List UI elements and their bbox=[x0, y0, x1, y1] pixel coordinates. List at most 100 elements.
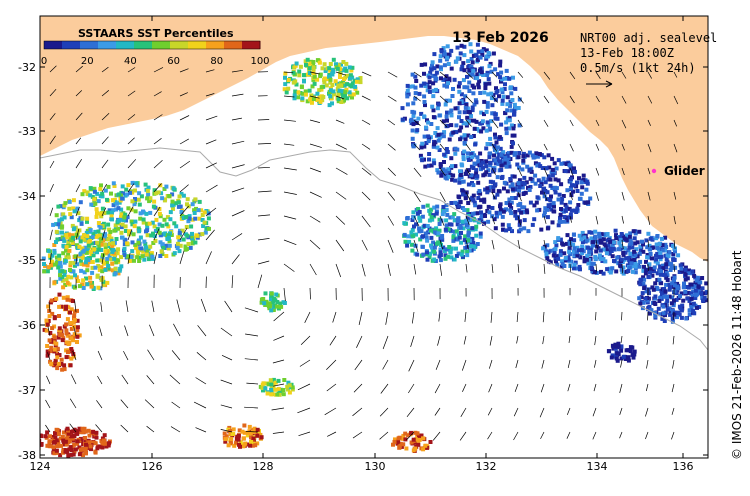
sst-cell bbox=[311, 71, 316, 76]
sst-cell bbox=[133, 209, 138, 214]
current-vector bbox=[439, 71, 448, 79]
sst-cell bbox=[588, 247, 593, 252]
sst-cell bbox=[409, 230, 414, 235]
sst-cell bbox=[630, 258, 635, 263]
sst-cell bbox=[492, 217, 497, 222]
sst-cell bbox=[540, 166, 545, 170]
current-vector bbox=[413, 263, 417, 275]
sst-cell bbox=[472, 161, 477, 166]
sst-cell bbox=[565, 233, 570, 238]
sst-cell bbox=[437, 113, 442, 118]
sst-cell bbox=[464, 218, 469, 223]
sst-cell bbox=[520, 167, 525, 172]
current-vector bbox=[413, 191, 421, 203]
sst-cell bbox=[427, 255, 432, 259]
sst-cell bbox=[660, 243, 665, 248]
sst-cell bbox=[61, 212, 66, 217]
sst-cell bbox=[460, 219, 465, 224]
sst-cell bbox=[125, 241, 130, 246]
sst-cell bbox=[462, 208, 467, 212]
sst-cell bbox=[650, 267, 655, 272]
sst-cell bbox=[113, 271, 118, 276]
sst-cell bbox=[652, 301, 657, 305]
sst-cell bbox=[584, 238, 589, 243]
sst-cell bbox=[459, 125, 464, 130]
sst-cell bbox=[350, 75, 355, 80]
sst-cell bbox=[152, 224, 157, 229]
sst-cell bbox=[432, 205, 437, 210]
sst-cell bbox=[421, 436, 426, 441]
sst-cell bbox=[68, 363, 73, 368]
current-vector bbox=[153, 252, 158, 265]
current-vector bbox=[335, 215, 346, 225]
sst-cell bbox=[324, 83, 329, 88]
sst-cell bbox=[513, 210, 518, 214]
current-vector bbox=[491, 215, 496, 225]
sst-cell bbox=[655, 278, 660, 282]
sst-cell bbox=[439, 173, 444, 178]
sst-cell bbox=[403, 239, 408, 244]
sst-cell bbox=[420, 244, 425, 249]
sst-cell bbox=[127, 232, 132, 237]
sst-cell bbox=[616, 344, 621, 349]
current-vector bbox=[75, 137, 82, 145]
current-vector bbox=[567, 383, 571, 392]
sst-cell bbox=[57, 353, 62, 357]
sst-cell bbox=[59, 217, 64, 222]
sst-cell bbox=[469, 49, 474, 54]
sst-cell bbox=[422, 144, 427, 149]
sst-cell bbox=[467, 64, 472, 68]
current-vector bbox=[231, 140, 245, 145]
sst-cell bbox=[577, 176, 581, 181]
sst-cell bbox=[180, 228, 185, 233]
sst-cell bbox=[477, 218, 482, 223]
sst-cell bbox=[613, 228, 618, 233]
current-vector bbox=[543, 143, 548, 151]
sst-cell bbox=[508, 184, 513, 189]
sst-cell bbox=[307, 66, 312, 71]
sst-cell bbox=[457, 101, 462, 106]
sst-cell bbox=[698, 280, 703, 285]
sst-cell bbox=[470, 236, 475, 241]
sst-cell bbox=[462, 68, 467, 73]
sst-cell bbox=[571, 266, 576, 271]
sst-cell bbox=[100, 269, 105, 274]
current-vector bbox=[491, 167, 496, 175]
sst-cell bbox=[474, 224, 479, 229]
sst-cell bbox=[73, 447, 78, 452]
sst-cell bbox=[190, 236, 194, 241]
sst-cell bbox=[71, 352, 76, 356]
sst-cell bbox=[332, 92, 336, 97]
sst-cell bbox=[46, 248, 51, 253]
sst-cell bbox=[542, 186, 547, 191]
sst-cell bbox=[83, 445, 88, 450]
sst-cell bbox=[541, 176, 546, 181]
current-vector bbox=[309, 287, 311, 300]
sst-cell bbox=[175, 246, 180, 250]
sst-cell bbox=[478, 167, 483, 172]
current-vector bbox=[205, 139, 217, 145]
sst-cell bbox=[122, 237, 127, 242]
sst-cell bbox=[506, 151, 511, 156]
current-vector bbox=[127, 159, 137, 169]
sst-cell bbox=[442, 83, 447, 88]
sst-cell bbox=[58, 261, 63, 265]
sst-cell bbox=[593, 234, 598, 239]
current-vector bbox=[543, 215, 547, 224]
sst-cell bbox=[270, 300, 275, 305]
sst-cell bbox=[498, 211, 502, 216]
sst-cell bbox=[664, 245, 669, 249]
sst-cell bbox=[154, 191, 159, 196]
current-vector bbox=[594, 335, 597, 346]
sst-cell bbox=[670, 316, 675, 321]
glider-marker-icon[interactable] bbox=[651, 168, 657, 174]
sst-cell bbox=[269, 382, 274, 387]
sst-cell bbox=[545, 215, 550, 220]
current-vector bbox=[179, 160, 191, 169]
sst-cell bbox=[435, 145, 440, 150]
sst-cell bbox=[449, 66, 454, 71]
sst-cell bbox=[47, 440, 52, 444]
sst-cell bbox=[55, 351, 60, 356]
sst-cell bbox=[641, 249, 646, 254]
current-vector bbox=[438, 311, 441, 322]
